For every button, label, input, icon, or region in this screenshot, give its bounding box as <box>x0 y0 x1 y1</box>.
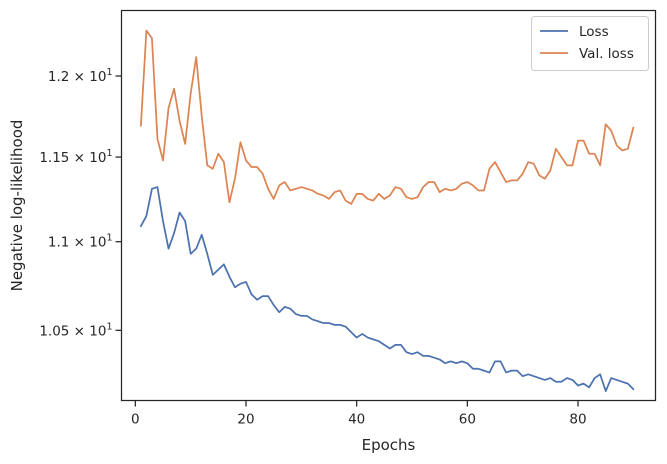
series-line-loss <box>139 186 635 392</box>
x-axis: 0 20 40 60 80 <box>131 400 587 428</box>
x-tick-label: 20 <box>237 412 254 428</box>
y-tick-label: 1.15 × 101 <box>39 148 112 166</box>
plot-frame <box>120 9 657 402</box>
legend-label: Loss <box>579 24 609 40</box>
x-tick-label: 40 <box>348 412 365 428</box>
legend: Loss Val. loss <box>531 16 649 71</box>
x-axis-label: Epochs <box>362 436 416 454</box>
y-tick-label: 1.1 × 101 <box>48 233 113 251</box>
x-tick-label: 80 <box>569 412 586 428</box>
y-axis: 1.05 × 101 1.1 × 101 1.15 × 101 1.2 × 101 <box>39 67 122 339</box>
y-tick-label: 1.2 × 101 <box>48 67 113 85</box>
y-tick-label: 1.05 × 101 <box>39 321 112 339</box>
legend-label: Val. loss <box>579 46 634 62</box>
x-tick-label: 0 <box>131 412 140 428</box>
legend-box <box>531 16 649 71</box>
y-axis-label: Negative log-likelihood <box>8 120 26 292</box>
series-line-val-loss <box>139 29 635 205</box>
x-tick-label: 60 <box>459 412 476 428</box>
series-layer <box>139 29 635 392</box>
